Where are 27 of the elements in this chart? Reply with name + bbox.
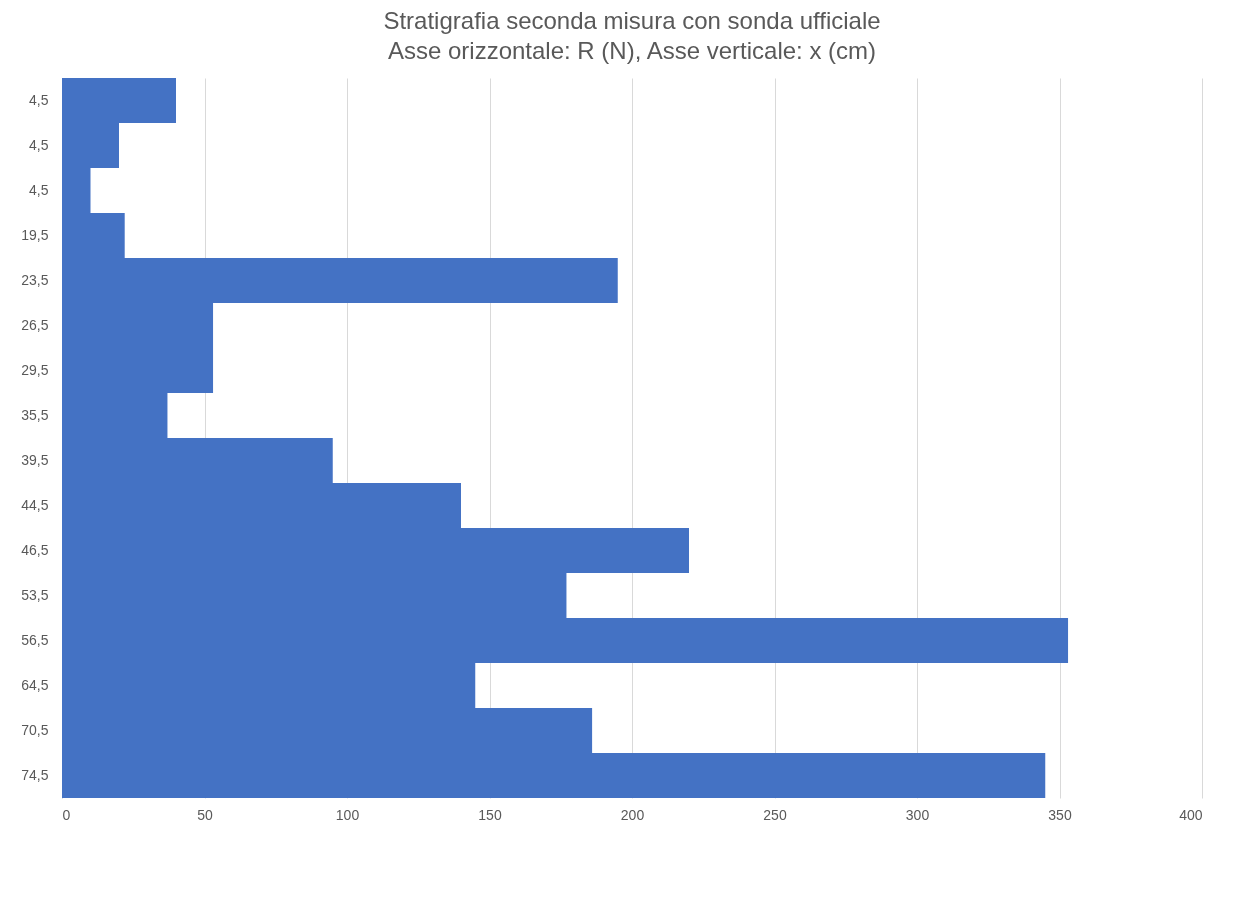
x-tick-label: 50 — [197, 806, 213, 823]
y-tick-label: 26,5 — [21, 316, 49, 333]
chart-subtitle: Asse orizzontale: R (N), Asse verticale: x (cm) — [387, 37, 877, 64]
x-tick-label: 350 — [1048, 806, 1072, 823]
y-tick-label: 53,5 — [21, 586, 49, 603]
y-tick-label: 44,5 — [21, 496, 49, 513]
y-tick-label: 4,5 — [29, 91, 49, 108]
y-tick-label: 46,5 — [21, 541, 49, 558]
x-tick-label: 0 — [62, 806, 71, 823]
x-tick-label: 400 — [1179, 806, 1203, 823]
y-tick-label: 19,5 — [21, 226, 49, 243]
x-tick-label: 100 — [335, 806, 360, 823]
y-tick-label: 70,5 — [21, 721, 49, 738]
y-tick-label: 29,5 — [21, 361, 49, 378]
y-tick-label: 4,5 — [29, 181, 49, 198]
y-tick-label: 39,5 — [21, 451, 49, 468]
y-tick-label: 23,5 — [21, 271, 49, 288]
chart-title: Stratigrafia seconda misura con sonda ufficiale — [383, 7, 881, 34]
x-tick-label: 200 — [620, 806, 645, 823]
y-tick-label: 4,5 — [29, 136, 49, 153]
y-tick-label: 35,5 — [21, 406, 49, 423]
y-tick-label: 64,5 — [21, 676, 49, 693]
x-tick-label: 300 — [905, 806, 930, 823]
y-tick-label: 56,5 — [21, 631, 49, 648]
x-tick-label: 150 — [478, 806, 502, 823]
x-tick-label: 250 — [763, 806, 787, 823]
y-tick-label: 74,5 — [21, 766, 49, 783]
